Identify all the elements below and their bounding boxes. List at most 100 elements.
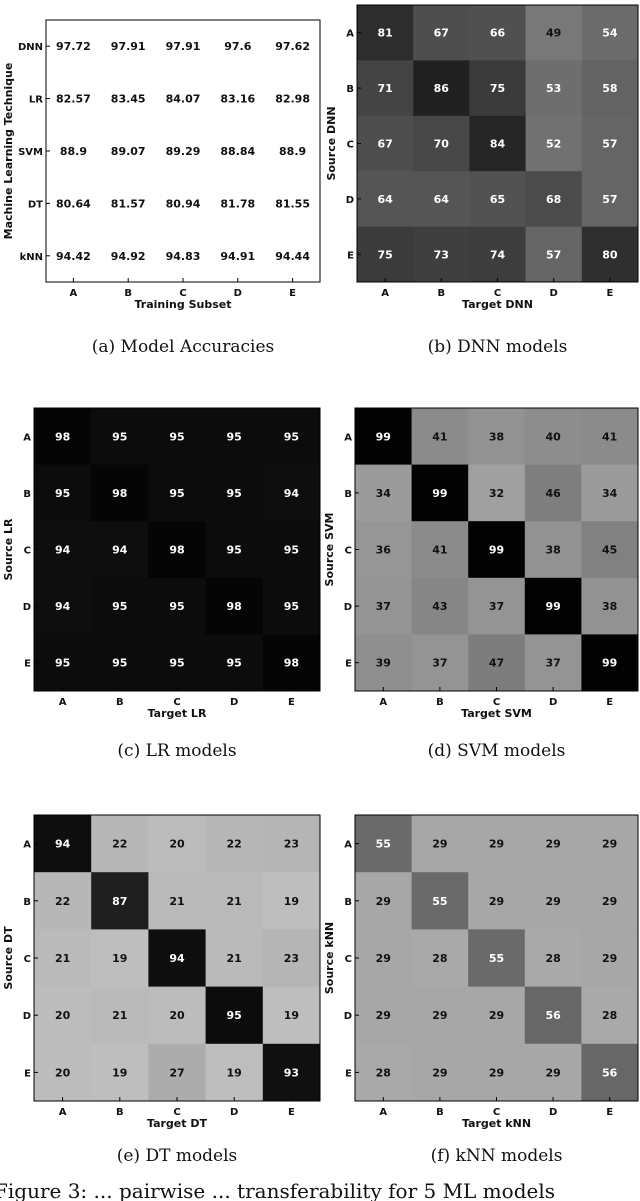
y-tick-label: A: [23, 840, 31, 851]
cell-value-label: 29: [376, 1009, 391, 1022]
x-tick-label: E: [606, 697, 613, 708]
x-tick-label: A: [379, 697, 387, 708]
cell-value-label: 95: [227, 657, 242, 670]
y-axis-label: Source DT: [2, 926, 15, 990]
x-tick-label: A: [70, 288, 78, 299]
cell-value-label: 86: [434, 82, 450, 95]
y-tick-label: B: [23, 897, 31, 908]
x-axis-label: Target SVM: [461, 707, 532, 720]
cell-value-label: 81: [377, 27, 392, 40]
cell-value-label: 29: [376, 895, 391, 908]
heatmap-cell: [262, 577, 321, 635]
heatmap-cell: [581, 171, 639, 228]
cell-value-label: 29: [545, 895, 560, 908]
cell-value-label: 97.6: [224, 40, 251, 53]
heatmap-cell: [411, 872, 469, 930]
cell-value-label: 89.29: [166, 145, 201, 158]
cell-value-label: 98: [284, 657, 299, 670]
heatmap-cell: [413, 5, 470, 61]
y-tick-label: B: [23, 489, 31, 500]
heatmap-cell: [581, 521, 639, 579]
cell-value-label: 94.91: [220, 250, 255, 263]
panel-d: 99 41 38 40 41 34 99 32 46 34 36 41 99 38 45 37 43 37 99 38…: [323, 407, 639, 761]
heatmap-cell: [581, 60, 639, 117]
cell-value-label: 41: [602, 430, 617, 443]
heatmap-cell: [411, 634, 469, 692]
heatmap-cell: [581, 408, 639, 466]
y-tick-label: E: [347, 250, 354, 261]
heatmap-cell: [524, 1043, 582, 1102]
cell-value-label: 29: [432, 1066, 447, 1079]
cell-value-label: 20: [55, 1066, 71, 1079]
x-tick-label: E: [606, 288, 613, 299]
y-tick-label: A: [346, 29, 354, 40]
y-tick-label: C: [24, 546, 31, 557]
cell-value-label: 95: [284, 544, 299, 557]
cell-value-label: 56: [602, 1066, 618, 1079]
cell-value-label: 97.72: [56, 40, 91, 53]
cell-value-label: 49: [546, 27, 561, 40]
cell-value-label: 95: [169, 600, 184, 613]
heatmap-cell: [148, 929, 207, 988]
x-tick-label: E: [288, 697, 295, 708]
cell-value-label: 29: [602, 895, 617, 908]
y-tick-label: C: [24, 954, 31, 965]
heatmap-cell: [205, 986, 264, 1045]
cell-value-label: 81.78: [220, 197, 255, 210]
x-tick-label: C: [173, 1107, 180, 1118]
x-tick-label: A: [59, 1107, 67, 1118]
cell-value-label: 39: [376, 657, 391, 670]
panel-caption: (b) DNN models: [428, 337, 568, 357]
heatmap-cell: [148, 872, 207, 930]
heatmap-cell: [581, 986, 639, 1045]
heatmap-cell: [411, 815, 469, 873]
x-tick-label: C: [173, 697, 180, 708]
heatmap-cell: [525, 60, 583, 117]
x-tick-label: D: [549, 1107, 557, 1118]
cell-value-label: 19: [112, 1066, 127, 1079]
cell-value-label: 29: [602, 952, 617, 965]
cell-value-label: 94.42: [56, 250, 91, 263]
x-tick-label: D: [549, 697, 557, 708]
heatmap-cell: [34, 872, 92, 930]
x-tick-label: B: [436, 1107, 444, 1118]
x-tick-label: A: [379, 1107, 387, 1118]
x-axis-label: Target DNN: [462, 298, 533, 311]
heatmap-cell: [468, 815, 526, 873]
cell-value-label: 20: [169, 1009, 185, 1022]
panel-a: 97.72 97.91 97.91 97.6 97.62 82.57 83.45 84.07 8…: [2, 19, 321, 357]
cell-value-label: 19: [284, 1009, 299, 1022]
heatmap-cell: [581, 115, 639, 172]
heatmap-cell: [91, 929, 149, 988]
heatmap-cell: [413, 115, 470, 172]
heatmap-cell: [468, 929, 526, 988]
x-axis-label: Target kNN: [462, 1117, 531, 1130]
heatmap-cell: [205, 464, 264, 522]
heatmap-cell: [34, 1043, 92, 1102]
panel-caption: (f) kNN models: [431, 1146, 563, 1166]
cell-value-label: 94.44: [275, 250, 310, 263]
heatmap-cell: [91, 408, 149, 466]
cell-value-label: 94: [169, 952, 185, 965]
cell-value-label: 88.9: [279, 145, 306, 158]
heatmap-cell: [205, 815, 264, 873]
cell-value-label: 64: [377, 193, 393, 206]
cell-value-label: 94: [284, 487, 300, 500]
heatmap-cell: [262, 464, 321, 522]
cell-value-label: 19: [112, 952, 127, 965]
cell-value-label: 98: [55, 430, 70, 443]
cell-value-label: 94.83: [166, 250, 201, 263]
cell-value-label: 27: [169, 1066, 184, 1079]
heatmap-cell: [357, 226, 414, 283]
x-tick-label: E: [606, 1107, 613, 1118]
cell-value-label: 21: [169, 895, 184, 908]
cell-value-label: 94: [112, 544, 128, 557]
cell-value-label: 95: [112, 657, 127, 670]
heatmap-cell: [524, 872, 582, 930]
heatmap-cell: [581, 929, 639, 988]
x-tick-label: D: [234, 288, 242, 299]
heatmap-cell: [205, 408, 264, 466]
cell-value-label: 28: [545, 952, 560, 965]
cell-value-label: 38: [489, 430, 504, 443]
